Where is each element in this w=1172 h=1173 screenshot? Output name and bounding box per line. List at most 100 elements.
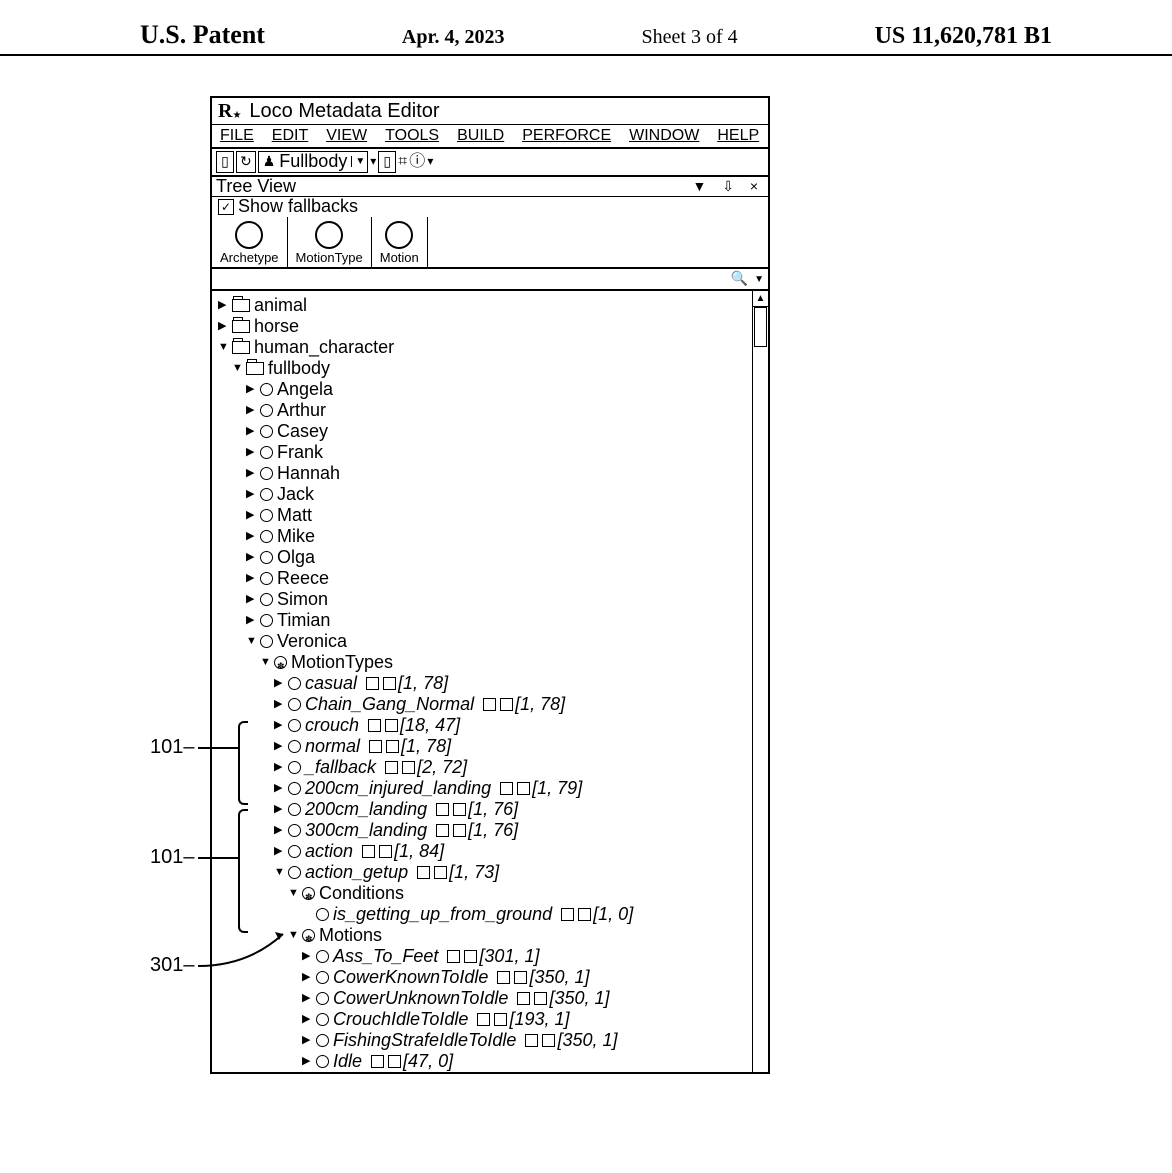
collapsed-icon[interactable]: ▶ bbox=[246, 379, 258, 400]
collapsed-icon[interactable]: ▶ bbox=[274, 715, 286, 736]
collapsed-icon[interactable]: ▶ bbox=[302, 1030, 314, 1051]
tree-node[interactable]: ▶ Mike bbox=[218, 526, 750, 547]
expanded-icon[interactable]: ▼ bbox=[288, 883, 300, 904]
tool-help[interactable]: ⓘ bbox=[409, 153, 425, 171]
collapsed-icon[interactable]: ▶ bbox=[274, 757, 286, 778]
menu-view[interactable]: VIEW bbox=[326, 127, 367, 145]
collapsed-icon[interactable]: ▶ bbox=[246, 610, 258, 631]
tool-btn-2[interactable]: ▯ bbox=[378, 151, 396, 173]
collapsed-icon[interactable]: ▶ bbox=[246, 589, 258, 610]
collapsed-icon[interactable]: ▶ bbox=[246, 442, 258, 463]
tab-archetype[interactable]: Archetype bbox=[212, 217, 288, 267]
tree-node[interactable]: ▶ animal bbox=[218, 295, 750, 316]
tree-node[interactable]: ▶ 200cm_landing [1, 76] bbox=[218, 799, 750, 820]
tree-node[interactable]: ▶ Reece bbox=[218, 568, 750, 589]
tree-node[interactable]: ▶ Angela bbox=[218, 379, 750, 400]
collapsed-icon[interactable]: ▶ bbox=[246, 526, 258, 547]
tree-node[interactable]: ▶ Olga bbox=[218, 547, 750, 568]
search-icon[interactable]: 🔍 bbox=[731, 271, 748, 286]
tab-motiontype[interactable]: MotionType bbox=[288, 217, 372, 267]
tree-node[interactable]: ▶ Chain_Gang_Normal [1, 78] bbox=[218, 694, 750, 715]
collapsed-icon[interactable]: ▶ bbox=[302, 967, 314, 988]
collapsed-icon[interactable]: ▶ bbox=[274, 694, 286, 715]
tree-node[interactable]: ▶ CrouchIdleToIdle [193, 1] bbox=[218, 1009, 750, 1030]
tree-node[interactable]: ▶ 300cm_landing [1, 76] bbox=[218, 820, 750, 841]
tree-node[interactable]: ▶ 200cm_injured_landing [1, 79] bbox=[218, 778, 750, 799]
collapsed-icon[interactable]: ▶ bbox=[274, 736, 286, 757]
expanded-icon[interactable]: ▼ bbox=[246, 631, 258, 652]
tree-node[interactable]: ▶ FishingStrafeIdleToIdle [350, 1] bbox=[218, 1030, 750, 1051]
collapsed-icon[interactable]: ▶ bbox=[246, 400, 258, 421]
show-fallbacks-row[interactable]: ✓ Show fallbacks bbox=[212, 197, 768, 217]
tree-node[interactable]: ▶ Idle [47, 0] bbox=[218, 1051, 750, 1072]
menu-edit[interactable]: EDIT bbox=[272, 127, 308, 145]
scroll-up-icon[interactable]: ▲ bbox=[753, 291, 768, 307]
search-caret-icon[interactable]: ▼ bbox=[754, 274, 764, 285]
tree-node[interactable]: ▶ _fallback [2, 72] bbox=[218, 757, 750, 778]
collapsed-icon[interactable]: ▶ bbox=[302, 1051, 314, 1072]
menu-tools[interactable]: TOOLS bbox=[385, 127, 439, 145]
tool-btn-1[interactable]: ▯ bbox=[216, 151, 234, 173]
tree-node[interactable]: ▼ Motions bbox=[218, 925, 750, 946]
tree-node[interactable]: ▼ Veronica bbox=[218, 631, 750, 652]
tree-node[interactable]: ▼ human_character bbox=[218, 337, 750, 358]
collapsed-icon[interactable]: ▶ bbox=[274, 799, 286, 820]
tree-node[interactable]: ▶ Hannah bbox=[218, 463, 750, 484]
menu-file[interactable]: FILE bbox=[220, 127, 254, 145]
panel-controls[interactable]: ▼ ⇩ × bbox=[692, 179, 764, 194]
tree-view[interactable]: ▶ animal▶ horse▼ human_character▼ fullbo… bbox=[212, 291, 752, 1072]
scrollbar[interactable]: ▲ bbox=[752, 291, 768, 1072]
collapsed-icon[interactable]: ▶ bbox=[218, 295, 230, 316]
tree-node[interactable]: ▶ crouch [18, 47] bbox=[218, 715, 750, 736]
collapsed-icon[interactable]: ▶ bbox=[274, 778, 286, 799]
tree-node[interactable]: ▶ Frank bbox=[218, 442, 750, 463]
expanded-icon[interactable]: ▼ bbox=[288, 925, 300, 946]
collapsed-icon[interactable]: ▶ bbox=[246, 568, 258, 589]
tree-node[interactable]: ▶ Casey bbox=[218, 421, 750, 442]
tree-node[interactable]: is_getting_up_from_ground [1, 0] bbox=[218, 904, 750, 925]
collapsed-icon[interactable]: ▶ bbox=[246, 484, 258, 505]
tree-node[interactable]: ▼ action_getup [1, 73] bbox=[218, 862, 750, 883]
tree-node[interactable]: ▶ CowerKnownToIdle [350, 1] bbox=[218, 967, 750, 988]
menu-build[interactable]: BUILD bbox=[457, 127, 504, 145]
tree-node[interactable]: ▶ Matt bbox=[218, 505, 750, 526]
checkbox-icon[interactable]: ✓ bbox=[218, 199, 234, 215]
expanded-icon[interactable]: ▼ bbox=[218, 337, 230, 358]
collapsed-icon[interactable]: ▶ bbox=[246, 421, 258, 442]
collapsed-icon[interactable]: ▶ bbox=[246, 505, 258, 526]
tree-node[interactable]: ▼ fullbody bbox=[218, 358, 750, 379]
expanded-icon[interactable]: ▼ bbox=[232, 358, 244, 379]
expanded-icon[interactable]: ▼ bbox=[260, 652, 272, 673]
scroll-track[interactable] bbox=[753, 347, 768, 1072]
collapsed-icon[interactable]: ▶ bbox=[246, 547, 258, 568]
tree-node[interactable]: ▶ action [1, 84] bbox=[218, 841, 750, 862]
tree-node[interactable]: ▼ MotionTypes bbox=[218, 652, 750, 673]
tool-hash[interactable]: ⌗ bbox=[398, 153, 407, 171]
fullbody-dropdown[interactable]: ♟ Fullbody ▼ bbox=[258, 151, 369, 173]
menu-window[interactable]: WINDOW bbox=[629, 127, 699, 145]
tree-node[interactable]: ▶ Ass_To_Feet [301, 1] bbox=[218, 946, 750, 967]
expanded-icon[interactable]: ▼ bbox=[274, 862, 286, 883]
tool-mini-2[interactable]: ▾ bbox=[427, 155, 433, 168]
collapsed-icon[interactable]: ▶ bbox=[302, 988, 314, 1009]
collapsed-icon[interactable]: ▶ bbox=[302, 1009, 314, 1030]
tool-mini-1[interactable]: ▾ bbox=[370, 155, 376, 168]
tree-node[interactable]: ▶ normal [1, 78] bbox=[218, 736, 750, 757]
tree-node[interactable]: ▼ Conditions bbox=[218, 883, 750, 904]
tree-node[interactable]: ▶ Jack bbox=[218, 484, 750, 505]
tool-btn-refresh[interactable]: ↻ bbox=[236, 151, 256, 173]
tree-node[interactable]: ▶ Arthur bbox=[218, 400, 750, 421]
collapsed-icon[interactable]: ▶ bbox=[274, 820, 286, 841]
tree-node[interactable]: ▶ CowerUnknownToIdle [350, 1] bbox=[218, 988, 750, 1009]
tab-motion[interactable]: Motion bbox=[372, 217, 428, 267]
tree-node[interactable]: ▶ casual [1, 78] bbox=[218, 673, 750, 694]
menu-help[interactable]: HELP bbox=[717, 127, 759, 145]
menu-perforce[interactable]: PERFORCE bbox=[522, 127, 611, 145]
collapsed-icon[interactable]: ▶ bbox=[274, 841, 286, 862]
tree-node[interactable]: ▶ Timian bbox=[218, 610, 750, 631]
scroll-thumb[interactable] bbox=[754, 307, 767, 347]
tree-node[interactable]: ▶ horse bbox=[218, 316, 750, 337]
tree-node[interactable]: ▶ Simon bbox=[218, 589, 750, 610]
collapsed-icon[interactable]: ▶ bbox=[218, 316, 230, 337]
collapsed-icon[interactable]: ▶ bbox=[246, 463, 258, 484]
